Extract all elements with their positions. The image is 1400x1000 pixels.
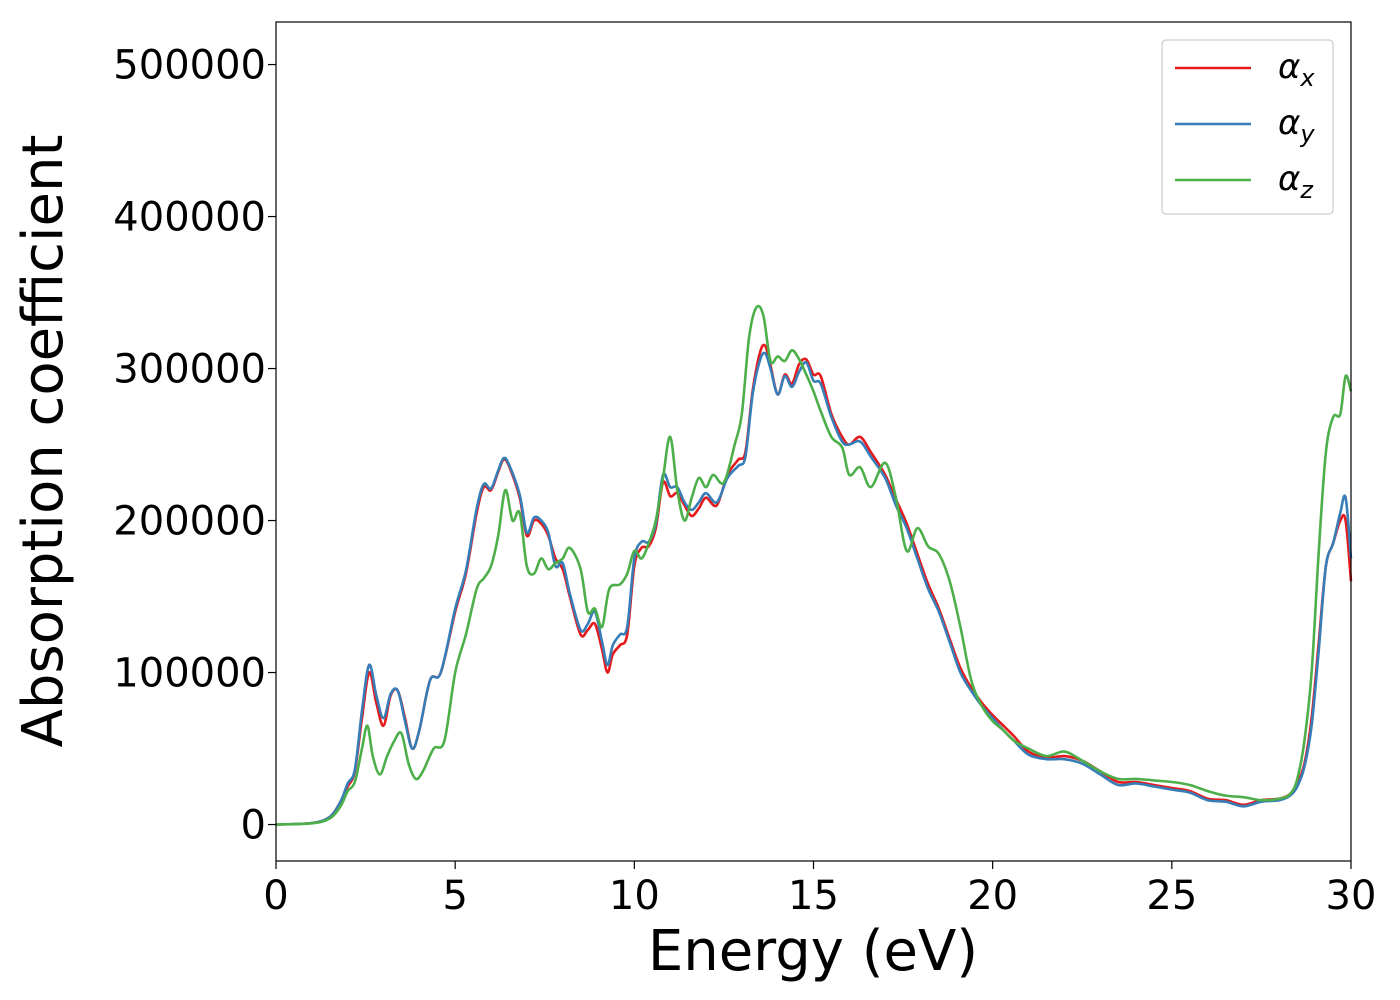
legend-symbol: α (1278, 159, 1300, 199)
legend-symbol: α (1278, 47, 1300, 87)
legend-subscript: y (1299, 120, 1315, 148)
series-layer (275, 304, 1353, 826)
series-line-alpha-z (275, 304, 1353, 826)
y-tick-label: 300000 (113, 347, 266, 393)
y-tick-label: 500000 (113, 43, 266, 89)
x-axis-title: Energy (eV) (648, 919, 978, 984)
y-tick-label: 0 (241, 803, 266, 849)
y-tick-label: 400000 (113, 195, 266, 241)
legend-box (1161, 39, 1334, 215)
y-axis-title: Absorption coefficient (11, 135, 76, 748)
y-tick-label: 100000 (113, 651, 266, 697)
series-line-alpha-x (275, 343, 1353, 826)
x-tick-label: 10 (609, 873, 660, 919)
legend-subscript: z (1299, 176, 1314, 204)
x-tick-label: 15 (788, 873, 839, 919)
legend-label-alpha-y: αy (1278, 103, 1315, 148)
x-tick-label: 0 (263, 873, 288, 919)
y-tick-label: 200000 (113, 499, 266, 545)
x-tick-label: 5 (442, 873, 467, 919)
y-axis: 0 100000 200000 300000 400000 500000 (113, 43, 276, 849)
legend-subscript: x (1299, 64, 1315, 92)
legend-label-alpha-x: αx (1278, 47, 1315, 92)
legend-symbol: α (1278, 103, 1300, 143)
x-tick-label: 25 (1146, 873, 1197, 919)
x-tick-label: 20 (967, 873, 1018, 919)
x-tick-label: 30 (1326, 873, 1377, 919)
legend-label-alpha-z: αz (1278, 159, 1314, 204)
series-line-alpha-y (275, 351, 1353, 826)
x-axis: 0 5 10 15 20 25 30 (263, 861, 1376, 919)
